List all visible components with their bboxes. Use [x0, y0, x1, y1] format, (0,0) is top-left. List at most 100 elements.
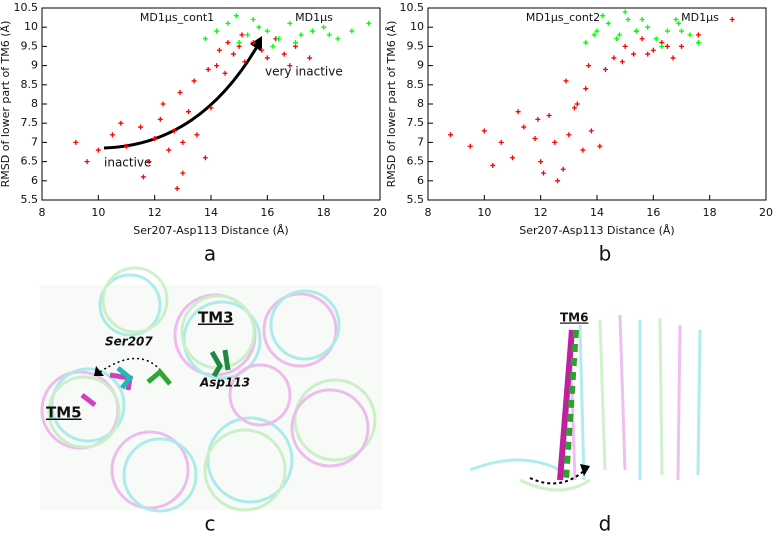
helix-label: TM3 [198, 309, 234, 327]
point [180, 139, 186, 145]
arrow-head [580, 464, 590, 476]
y-tick-label: 7 [417, 135, 424, 148]
point [177, 89, 183, 95]
point [614, 36, 620, 42]
arrow-head [94, 366, 104, 376]
point [124, 143, 129, 149]
point [264, 28, 270, 34]
point [687, 32, 693, 38]
point [481, 128, 487, 134]
point [588, 128, 594, 134]
point [118, 120, 124, 126]
point [152, 136, 158, 142]
point [560, 166, 566, 172]
y-tick-label: 8.5 [21, 78, 39, 91]
point [84, 159, 90, 165]
point [583, 40, 589, 46]
point [664, 43, 670, 49]
helix-label: TM6 [560, 311, 588, 325]
point [264, 55, 270, 61]
tm6-helix [557, 329, 575, 481]
point [679, 28, 684, 34]
x-tick-label: 10 [91, 206, 105, 219]
point [538, 159, 544, 165]
point [602, 66, 608, 72]
point [510, 155, 515, 161]
y-tick-label: 7 [31, 135, 38, 148]
point [73, 139, 79, 145]
point [270, 43, 276, 49]
y-tick-label: 10 [24, 20, 38, 33]
x-tick-label: 14 [590, 206, 604, 219]
x-tick-label: 20 [759, 206, 773, 219]
point [222, 70, 228, 76]
point [645, 51, 651, 57]
x-tick-label: 8 [39, 206, 46, 219]
point [622, 9, 628, 15]
point [202, 155, 208, 161]
y-axis-label: RMSD of lower part of TM6 (Å) [0, 21, 12, 188]
panel-label: b [599, 242, 612, 266]
point [366, 20, 372, 26]
point [174, 185, 180, 191]
y-tick-label: 9.5 [407, 39, 425, 52]
point [191, 78, 197, 84]
point [591, 32, 597, 38]
y-tick-label: 8 [417, 97, 424, 110]
point [659, 43, 665, 49]
y-tick-label: 9 [417, 59, 424, 72]
arrow-head [250, 36, 262, 52]
y-tick-label: 6.5 [21, 155, 39, 168]
point [695, 32, 701, 38]
point [239, 32, 245, 38]
point [95, 147, 101, 153]
tm6-helix [563, 329, 579, 481]
x-tick-label: 16 [646, 206, 660, 219]
point [729, 17, 735, 23]
y-tick-label: 9 [31, 59, 38, 72]
point [250, 40, 256, 46]
point [546, 113, 552, 119]
point [214, 63, 220, 69]
point [202, 36, 208, 42]
point [335, 36, 341, 42]
x-tick-label: 14 [204, 206, 218, 219]
residue [116, 366, 134, 390]
point [205, 66, 211, 72]
point [259, 47, 265, 53]
y-tick-label: 7.5 [21, 116, 39, 129]
point [563, 78, 569, 84]
point [109, 132, 115, 138]
point [307, 55, 313, 61]
point [298, 32, 304, 38]
legend-label: MD1μs_cont1 [140, 11, 214, 24]
point [540, 170, 546, 176]
point [622, 43, 628, 49]
point [605, 20, 611, 26]
y-tick-label: 8 [31, 97, 38, 110]
point [639, 17, 645, 23]
x-tick-label: 18 [703, 206, 717, 219]
point [673, 17, 679, 23]
point [571, 105, 577, 111]
legend-label: MD1μs [295, 11, 333, 24]
residue-label: Ser207 [105, 335, 153, 349]
x-axis-label: Ser207-Asp113 Distance (Å) [133, 224, 288, 237]
point [633, 28, 639, 34]
point [679, 43, 684, 49]
point [214, 28, 220, 34]
point [664, 28, 670, 34]
point [242, 59, 248, 65]
point [256, 24, 262, 30]
x-tick-label: 12 [534, 206, 548, 219]
point [552, 139, 558, 145]
point [600, 13, 606, 19]
point [185, 109, 191, 115]
residue-label: Asp113 [199, 376, 250, 390]
point [532, 136, 538, 142]
point [276, 36, 282, 42]
point [574, 101, 580, 107]
point [695, 40, 701, 46]
point [535, 116, 541, 122]
point [236, 40, 242, 46]
